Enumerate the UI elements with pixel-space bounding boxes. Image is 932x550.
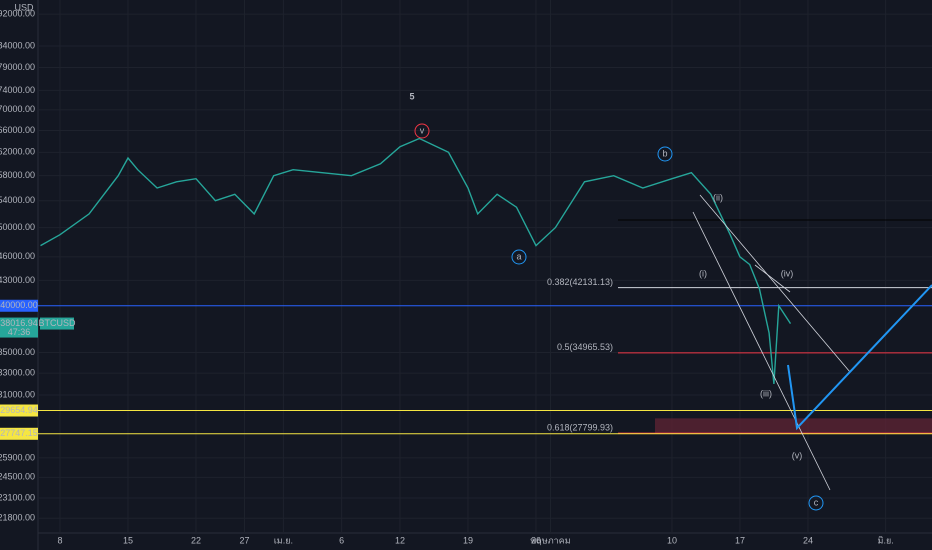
y-tick-label: 46000.00 xyxy=(0,251,35,261)
level-box xyxy=(0,404,38,417)
wave-circle xyxy=(808,495,824,511)
fib-zone xyxy=(655,418,932,434)
trend-line xyxy=(692,211,831,491)
currency: USD xyxy=(14,2,34,12)
y-tick-label: 70000.00 xyxy=(0,104,35,114)
y-tick-label: 23100.00 xyxy=(0,492,35,502)
x-tick-label: 12 xyxy=(395,535,405,545)
wave-circle xyxy=(511,249,527,265)
y-tick-label: 58000.00 xyxy=(0,170,35,180)
wave-label: (iii) xyxy=(760,388,772,398)
wave-circle xyxy=(657,146,673,162)
x-tick-label: 27 xyxy=(240,535,250,545)
x-tick-label: 26 xyxy=(531,535,541,545)
countdown: 47:36 xyxy=(8,327,31,337)
y-tick-label: 54000.00 xyxy=(0,195,35,205)
y-tick-label: 92000.00 xyxy=(0,9,35,19)
wave-label: (i) xyxy=(699,268,707,278)
x-tick-label: เม.ย. xyxy=(274,535,293,545)
y-tick-label: 25900.00 xyxy=(0,452,35,462)
projection xyxy=(787,284,932,431)
y-tick-label: 50000.00 xyxy=(0,222,35,232)
wave-circle xyxy=(414,123,430,139)
fib-label: 0.618(27799.93) xyxy=(547,423,613,433)
x-tick-label: 22 xyxy=(191,535,201,545)
y-tick-label: 35000.00 xyxy=(0,347,35,357)
y-tick-label: 84000.00 xyxy=(0,40,35,50)
wave-label: v xyxy=(420,125,425,135)
level-label: 40000.00 xyxy=(0,300,38,310)
y-tick-label: 33000.00 xyxy=(0,367,35,377)
y-tick-label: 43000.00 xyxy=(0,275,35,285)
trend-line xyxy=(699,194,851,373)
price-label: 38016.94 xyxy=(0,318,38,328)
wave-label: b xyxy=(662,148,667,158)
y-tick-label: 24500.00 xyxy=(0,472,35,482)
price-box xyxy=(0,317,38,338)
x-tick-label: 6 xyxy=(339,535,344,545)
wave-label: (v) xyxy=(792,450,803,460)
fib-label: 0.5(34965.53) xyxy=(557,342,613,352)
symbol-box xyxy=(40,317,74,330)
wave-label: c xyxy=(814,497,819,507)
x-tick-label: 17 xyxy=(735,535,745,545)
x-tick-label: 8 xyxy=(57,535,62,545)
level-box xyxy=(0,299,38,312)
trend-line xyxy=(754,264,791,293)
y-tick-label: 62000.00 xyxy=(0,147,35,157)
fib-label: 0.382(42131.13) xyxy=(547,277,613,287)
wave-label: a xyxy=(516,251,521,261)
x-tick-label: มิ.ย. xyxy=(878,535,894,545)
y-tick-label: 21800.00 xyxy=(0,513,35,523)
level-label: 27747.15 xyxy=(0,428,38,438)
y-tick-label: 66000.00 xyxy=(0,125,35,135)
y-tick-label: 74000.00 xyxy=(0,85,35,95)
symbol-label: BTCUSD xyxy=(38,318,76,328)
y-tick-label: 31000.00 xyxy=(0,389,35,399)
x-tick-label: พฤษภาคม xyxy=(530,535,570,545)
x-tick-label: 19 xyxy=(463,535,473,545)
wave-number: 5 xyxy=(409,91,414,101)
x-tick-label: 10 xyxy=(667,535,677,545)
y-tick-label: 79000.00 xyxy=(0,62,35,72)
price-line xyxy=(40,137,792,384)
x-tick-label: 24 xyxy=(803,535,813,545)
wave-label: (iv) xyxy=(781,268,794,278)
x-tick-label: 15 xyxy=(123,535,133,545)
level-label: 29654.94 xyxy=(0,405,38,415)
wave-label: (ii) xyxy=(713,192,723,202)
level-box xyxy=(0,427,38,440)
